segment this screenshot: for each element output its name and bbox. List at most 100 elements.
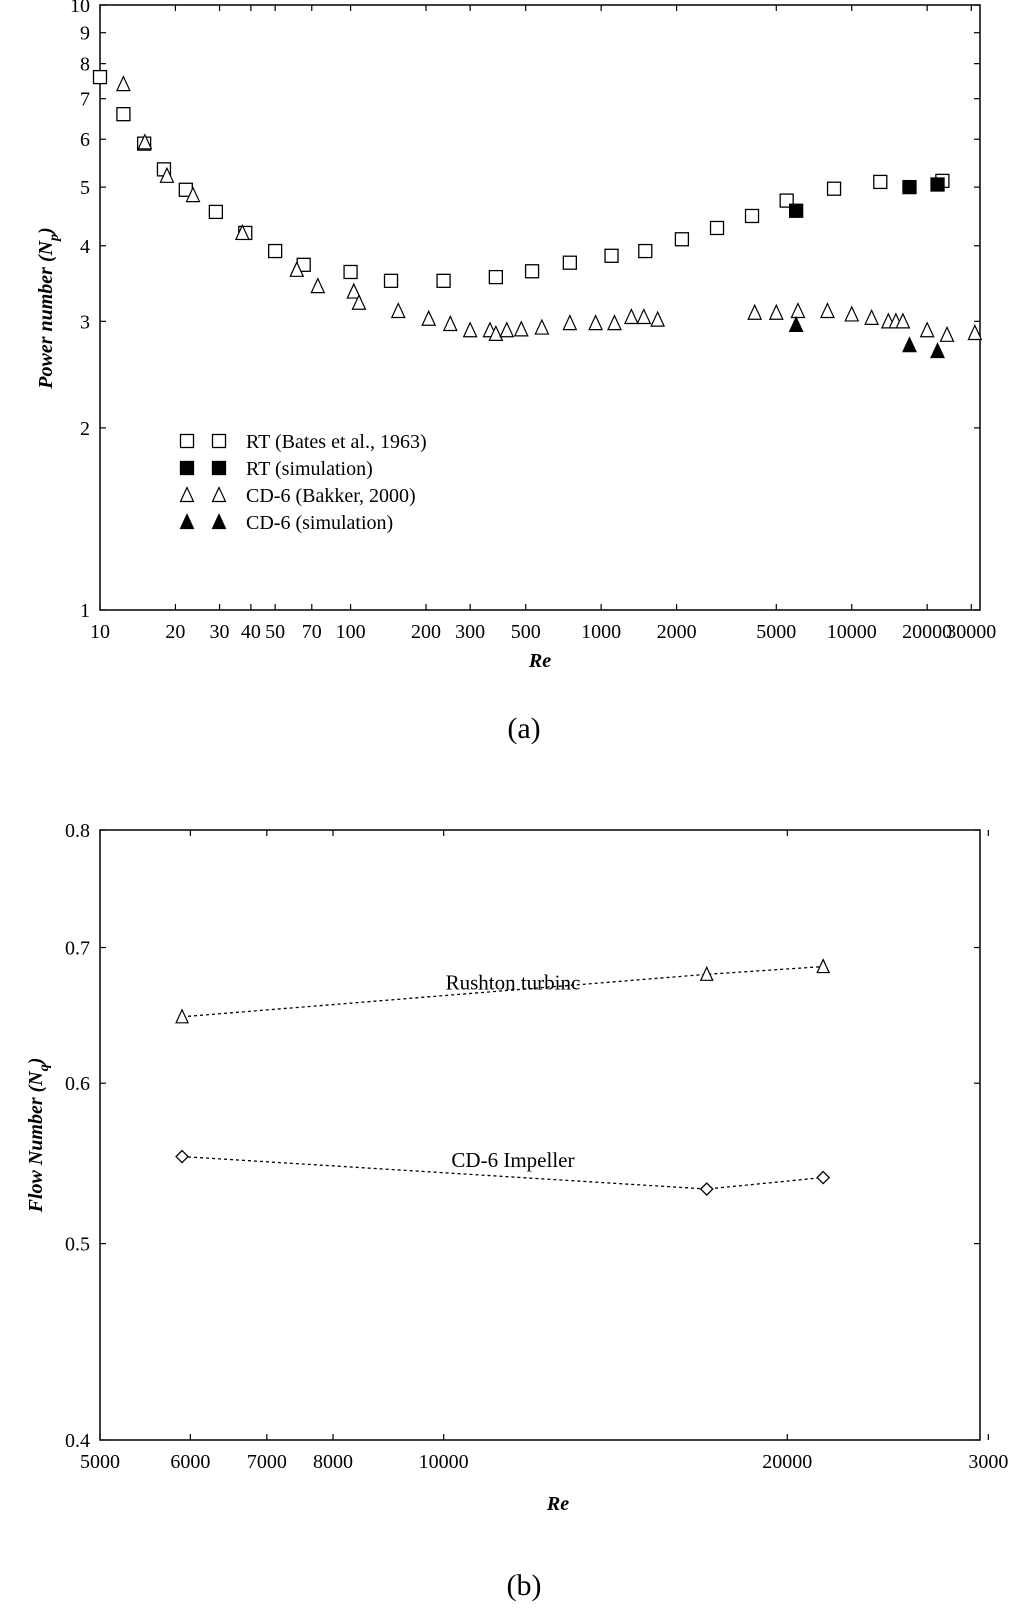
data-point	[790, 302, 806, 319]
x-tick-label: 50	[265, 621, 285, 643]
data-point	[513, 320, 529, 337]
series-lines	[182, 965, 824, 1190]
x-tick-label: 3000	[968, 1451, 1008, 1473]
y-tick-label: 3	[80, 311, 90, 333]
plot-frame	[99, 4, 981, 611]
data-point	[310, 277, 326, 294]
data-point	[185, 186, 201, 203]
y-tick-label: 4	[80, 236, 90, 258]
x-tick-label: 10000	[419, 1451, 469, 1473]
data-point	[462, 321, 478, 338]
legend-marker	[179, 513, 195, 530]
data-point	[788, 315, 804, 332]
series-label: CD-6 Impeller	[451, 1148, 574, 1172]
panel-label: (a)	[507, 712, 540, 745]
y-tick-label: 8	[80, 54, 90, 76]
x-tick-label: 6000	[170, 1451, 210, 1473]
data-point	[650, 310, 666, 327]
y-tick-label: 2	[80, 418, 90, 440]
x-tick-label: 2000	[657, 621, 697, 643]
data-point	[524, 264, 540, 279]
data-point	[562, 314, 578, 331]
x-tick-label: 20000	[762, 1451, 812, 1473]
data-point	[699, 965, 714, 981]
legend-marker	[179, 486, 195, 503]
y-tick-label: 5	[80, 177, 90, 199]
data-point	[175, 1008, 189, 1024]
legend-marker	[211, 513, 227, 530]
x-tick-label: 200	[411, 621, 441, 643]
x-tick-label: 30	[210, 621, 230, 643]
y-tick-label: 9	[80, 23, 90, 45]
x-tick-label: 70	[302, 621, 322, 643]
data-point	[844, 305, 860, 322]
x-tick-label: 10	[90, 621, 110, 643]
x-tick-label: 10000	[827, 621, 877, 643]
series-labels: Rushton turbinc CD-6 Impeller	[446, 971, 581, 1172]
y-tick-label: 6	[80, 129, 90, 151]
x-tick-label: 7000	[247, 1451, 287, 1473]
data-point	[607, 314, 622, 331]
data-point	[826, 181, 842, 196]
legend-marker	[211, 460, 227, 476]
data-point	[116, 107, 131, 122]
data-point	[699, 1182, 714, 1196]
data-point	[816, 1170, 831, 1185]
data-point	[747, 303, 763, 320]
data-point	[421, 309, 437, 326]
data-point	[816, 958, 831, 974]
data-point	[390, 302, 406, 319]
data-point	[939, 325, 955, 342]
data-point	[744, 208, 760, 224]
flow-number-chart: 5000 6000 7000 8000 10000 20000 3000 0.4 0.5 0.6 0…	[25, 820, 1008, 1602]
data-point	[820, 302, 835, 319]
data-point	[488, 324, 504, 341]
data-point	[768, 303, 784, 320]
x-tick-label: 100	[336, 621, 366, 643]
data-point	[383, 273, 399, 288]
data-point	[623, 308, 639, 325]
y-tick-label: 10	[70, 0, 90, 17]
data-point	[895, 312, 911, 329]
legend: RT (Bates et al., 1963) RT (simulation) CD…	[179, 431, 427, 534]
data-point	[137, 133, 153, 150]
series-line	[182, 1155, 824, 1190]
axis-ticks: 10 20 30 40 50 70 100 200 300 500 1000 2000 5000 1000…	[70, 0, 996, 643]
legend-label: CD-6 (Bakker, 2000)	[246, 485, 416, 507]
data-point	[488, 269, 504, 285]
data-point	[92, 69, 108, 85]
y-axis-title: Flow Number (Nq)	[25, 1058, 52, 1214]
x-tick-label: 20000	[902, 621, 952, 643]
data-point	[902, 179, 917, 195]
data-points	[175, 958, 831, 1196]
data-point	[175, 1149, 189, 1164]
data-point	[919, 321, 935, 338]
legend-label: RT (Bates et al., 1963)	[246, 431, 427, 453]
y-tick-label: 7	[80, 89, 90, 111]
y-tick-label: 1	[80, 600, 90, 622]
data-point	[636, 308, 652, 325]
x-axis-title: Re	[546, 1493, 569, 1515]
legend-marker	[179, 460, 195, 476]
data-point	[930, 342, 945, 359]
x-tick-label: 5000	[80, 1451, 120, 1473]
data-point	[115, 75, 131, 92]
x-tick-label: 1000	[581, 621, 621, 643]
data-point	[442, 315, 458, 332]
data-point	[267, 243, 283, 259]
data-point	[208, 204, 224, 220]
y-tick-label: 0.4	[65, 1430, 90, 1452]
power-number-chart: 10 20 30 40 50 70 100 200 300 500 1000 2000 5000 1000…	[35, 0, 996, 745]
x-tick-label: 30000	[946, 621, 996, 643]
data-point	[534, 318, 550, 335]
x-tick-label: 5000	[756, 621, 796, 643]
axis-ticks: 5000 6000 7000 8000 10000 20000 3000 0.4 0.5 0.6 0…	[65, 820, 1008, 1473]
legend-marker	[211, 433, 227, 449]
data-point	[604, 248, 619, 263]
x-axis-title: Re	[528, 650, 551, 672]
legend-label: RT (simulation)	[246, 458, 373, 480]
data-point	[234, 224, 250, 241]
y-axis-title: Power number (Np)	[35, 227, 62, 389]
y-tick-label: 0.6	[65, 1073, 90, 1095]
